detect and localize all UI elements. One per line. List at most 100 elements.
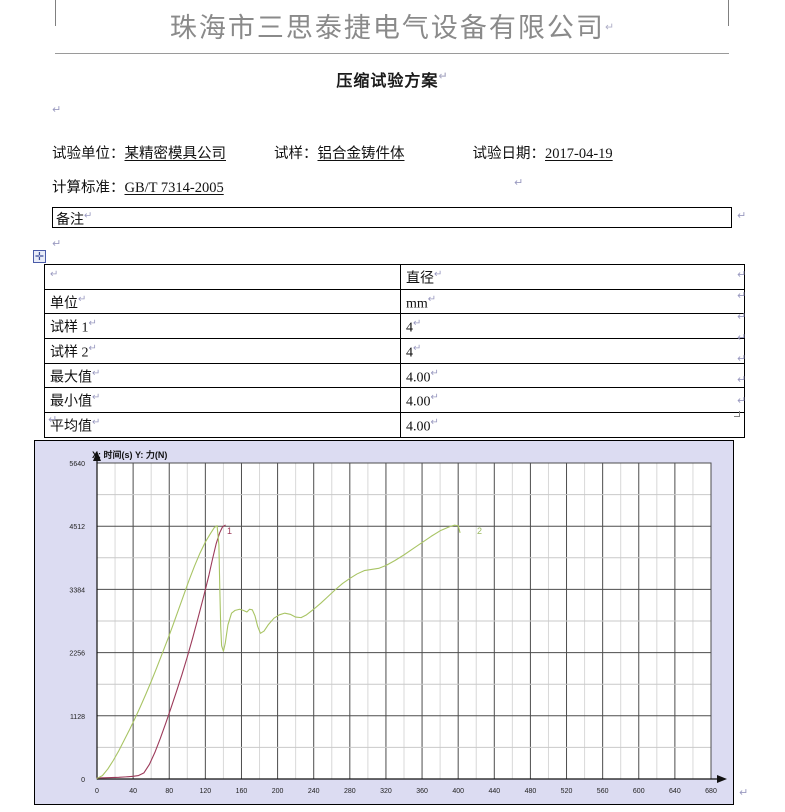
- table-cell-label: 平均值↵: [44, 411, 401, 438]
- paragraph-mark-icon: ↵: [737, 331, 747, 344]
- cell-text: 试样 1: [50, 320, 89, 336]
- sample-label: 试样：: [274, 146, 318, 162]
- info-row-primary: 试验单位：某精密模具公司 试样：铝合金铸件体 试验日期：2017-04-19: [52, 142, 742, 163]
- svg-text:560: 560: [597, 788, 609, 795]
- svg-text:160: 160: [236, 788, 248, 795]
- text-cursor: [52, 208, 53, 226]
- cell-text: 4.00: [406, 419, 431, 435]
- cell-text: mm: [406, 296, 428, 312]
- chart-axis-legend: X: 时间(s) Y: 力(N): [92, 450, 168, 460]
- table-cell-value: mm ↵: [400, 288, 745, 315]
- paragraph-mark-icon: ↵: [78, 293, 87, 305]
- paragraph-mark-icon: ↵: [604, 20, 615, 34]
- page-title: 压缩试验方案↵: [0, 67, 785, 91]
- svg-text:280: 280: [344, 788, 356, 795]
- svg-text:440: 440: [488, 788, 500, 795]
- svg-text:1128: 1128: [70, 714, 85, 721]
- cell-text: 4.00: [406, 370, 431, 386]
- paragraph-mark-icon: ↵: [430, 416, 439, 428]
- calc-standard-value[interactable]: GB/T 7314-2005: [124, 180, 224, 196]
- page-margin-mark-right: [728, 0, 729, 26]
- cell-text: 4.00: [406, 394, 431, 410]
- svg-text:5640: 5640: [69, 461, 85, 468]
- svg-text:480: 480: [525, 788, 537, 795]
- cell-text: 4: [406, 320, 413, 336]
- table-row[interactable]: 最大值↵ 4.00↵: [44, 362, 745, 389]
- paragraph-mark-icon: ↵: [92, 416, 101, 428]
- paragraph-mark-icon: ↵: [430, 367, 439, 379]
- paragraph-mark-icon: ↵: [737, 352, 747, 365]
- table-cell-value: 4↵: [400, 313, 745, 339]
- table-cell-label: 试样 1↵: [44, 313, 401, 339]
- svg-text:4512: 4512: [69, 524, 85, 531]
- paragraph-mark-icon: ↵: [92, 367, 101, 379]
- cell-text: 最小值: [50, 394, 92, 410]
- table-row[interactable]: 单位↵ mm ↵: [44, 288, 745, 315]
- paragraph-mark-icon: ↵: [92, 392, 101, 404]
- info-row-standard: 计算标准：GB/T 7314-2005 ↵: [52, 176, 742, 197]
- cell-text: 平均值: [50, 419, 92, 435]
- table-cell-value: 直径 ↵: [400, 264, 745, 290]
- paragraph-mark-icon: ↵: [430, 392, 439, 404]
- table-cell-label: 试样 2↵: [44, 337, 401, 364]
- svg-text:80: 80: [165, 788, 173, 795]
- table-cell-label: 最大值↵: [44, 362, 401, 389]
- cell-text: 最大值: [50, 370, 92, 386]
- svg-text:240: 240: [308, 788, 320, 795]
- svg-text:520: 520: [561, 788, 573, 795]
- sample-value[interactable]: 铝合金铸件体: [317, 146, 405, 162]
- remarks-label: 备注: [56, 213, 84, 228]
- test-unit-label: 试验单位：: [52, 146, 125, 162]
- table-row[interactable]: ↵ 直径 ↵: [44, 264, 745, 290]
- paragraph-mark-icon: ↵: [739, 786, 749, 799]
- test-date-label: 试验日期：: [472, 146, 546, 162]
- table-move-handle-icon[interactable]: ✛: [33, 250, 46, 263]
- chart-canvas: 0 1128 2256 3384 4512 5640 0 40 80 120 160 200 240 28…: [69, 451, 727, 795]
- svg-text:600: 600: [633, 788, 645, 795]
- paragraph-mark-icon: ↵: [48, 413, 58, 426]
- svg-text:120: 120: [200, 788, 212, 795]
- paragraph-mark-icon: ↵: [737, 289, 747, 302]
- table-resize-handle-icon[interactable]: [734, 411, 740, 417]
- test-date-value[interactable]: 2017-04-19: [545, 146, 613, 162]
- paragraph-mark-icon: ↵: [413, 318, 422, 330]
- page-title-text: 压缩试验方案: [336, 73, 439, 90]
- page-margin-mark-left: [55, 0, 56, 26]
- paragraph-mark-icon: ↵: [737, 373, 747, 386]
- table-row[interactable]: 最小值↵ 4.00↵: [44, 387, 745, 413]
- paragraph-mark-icon: ↵: [737, 268, 747, 281]
- paragraph-mark-icon: ↵: [737, 310, 747, 323]
- table-cell-value: 4.00↵: [400, 362, 745, 389]
- paragraph-mark-icon: ↵: [52, 237, 62, 250]
- paragraph-mark-icon: ↵: [737, 209, 747, 222]
- paragraph-mark-icon: ↵: [52, 103, 62, 116]
- table-row[interactable]: 平均值↵ 4.00↵: [44, 411, 745, 438]
- table-cell-label: 单位↵: [44, 288, 401, 315]
- svg-text:200: 200: [272, 788, 284, 795]
- paragraph-mark-icon: ↵: [438, 69, 449, 83]
- table-cell-label: ↵: [44, 264, 401, 290]
- measurement-table: ↵ 直径↵ 单位↵ mm↵ 试样 1↵ 4↵ 试样 2↵ 4↵ 最大值↵ 4.0…: [44, 264, 745, 438]
- svg-text:320: 320: [380, 788, 392, 795]
- svg-text:0: 0: [95, 788, 99, 795]
- company-name: 珠海市三思泰捷电气设备有限公司: [169, 13, 605, 43]
- table-row-marks: ↵ ↵ ↵ ↵ ↵ ↵ ↵: [737, 264, 751, 411]
- paragraph-mark-icon: ↵: [514, 176, 524, 189]
- test-unit-value[interactable]: 某精密模具公司: [124, 146, 227, 162]
- table-row[interactable]: 试样 1↵ 4↵: [44, 313, 745, 339]
- svg-text:0: 0: [81, 777, 85, 784]
- svg-text:3384: 3384: [69, 587, 85, 594]
- cell-text: 试样 2: [50, 345, 89, 361]
- svg-text:400: 400: [452, 788, 464, 795]
- table-row[interactable]: 试样 2↵ 4↵: [44, 337, 745, 364]
- paragraph-mark-icon: ↵: [413, 342, 422, 354]
- table-cell-value: 4.00↵: [400, 387, 745, 413]
- table-cell-value: 4↵: [400, 337, 745, 364]
- paragraph-mark-icon: ↵: [737, 394, 747, 407]
- svg-text:640: 640: [669, 788, 681, 795]
- paragraph-mark-icon: ↵: [84, 210, 93, 222]
- table-cell-value: 4.00↵: [400, 411, 745, 438]
- remarks-field[interactable]: 备注↵: [52, 207, 732, 228]
- cell-text: 直径: [406, 271, 434, 287]
